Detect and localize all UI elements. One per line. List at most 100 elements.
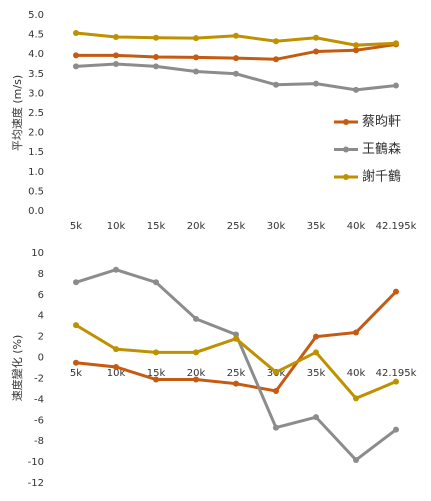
point [153,349,159,356]
point [393,82,399,89]
y-axis-label: 速度變化 (%) [10,335,24,402]
point [113,61,119,67]
point [233,70,239,77]
x-tick-label: 30k [267,221,286,232]
y-tick-label: 2 [38,332,44,343]
point [313,34,319,41]
y-tick-label: -8 [34,436,44,447]
x-tick-label: 20k [187,368,206,379]
point [113,266,119,273]
y-tick-label: 10 [31,248,44,259]
point [153,279,159,286]
y-tick-label: 8 [38,269,44,280]
y-axis-label: 平均速度 (m/s) [10,75,24,151]
x-tick-label: 5k [70,368,82,379]
x-tick-label: 40k [347,221,366,232]
point [273,369,279,376]
point [193,35,199,42]
point [273,56,279,63]
point [193,54,199,61]
point [73,52,79,59]
x-tick-label: 42.195k [376,368,417,379]
point [193,349,199,356]
point [353,47,359,54]
y-tick-label: 4.0 [28,49,44,60]
point [273,388,279,394]
point [233,335,239,342]
point [393,426,399,433]
y-tick-label: -10 [28,457,44,468]
y-tick-label: 1.0 [28,167,44,178]
point [233,55,239,62]
point [153,63,159,70]
y-tick-label: 2.5 [28,108,44,119]
point [73,30,79,37]
point [353,395,359,402]
y-tick-label: 0.5 [28,186,44,197]
y-tick-label: 5.0 [28,10,44,21]
x-tick-label: 15k [147,221,166,232]
x-tick-label: 10k [107,368,126,379]
point [73,359,79,366]
point [273,38,279,45]
point [313,414,319,421]
legend-marker [343,174,349,180]
y-tick-label: 6 [38,290,44,301]
legend-label: 蔡昀軒 [362,115,401,130]
y-tick-label: -4 [34,394,44,405]
point [233,32,239,39]
point [153,34,159,41]
point [273,424,279,431]
point [193,68,199,75]
x-tick-label: 25k [227,368,246,379]
x-tick-label: 35k [307,221,326,232]
point [113,52,119,59]
y-tick-label: 0 [38,353,44,364]
y-tick-label: -6 [34,415,44,426]
x-tick-label: 35k [307,368,326,379]
point [353,329,359,336]
point [233,380,239,387]
point [353,457,359,463]
point [73,63,79,70]
point [73,322,79,329]
y-tick-label: -12 [28,478,44,489]
point [193,315,199,322]
point [273,81,279,88]
x-tick-label: 10k [107,221,126,232]
point [113,346,119,353]
point [153,376,159,383]
y-tick-label: 0.0 [28,206,44,217]
y-tick-label: 1.5 [28,147,44,158]
x-tick-label: 20k [187,221,206,232]
x-tick-label: 42.195k [376,221,417,232]
point [393,378,399,385]
point [313,48,319,55]
y-tick-label: 3.0 [28,88,44,99]
point [113,33,119,40]
x-tick-label: 40k [347,368,366,379]
point [113,363,119,370]
point [193,376,199,383]
legend-marker [343,146,349,153]
x-tick-label: 15k [147,368,166,379]
y-tick-label: 3.5 [28,69,44,80]
point [313,80,319,87]
line [75,268,397,463]
x-tick-label: 25k [227,221,246,232]
legend-label: 謝千鶴 [362,169,401,185]
point [353,42,359,49]
point [233,331,239,338]
point [393,40,399,47]
y-tick-label: 4 [38,311,44,322]
point [313,349,319,356]
point [73,279,79,286]
point [313,333,319,340]
legend-label: 王鶴森 [362,141,401,157]
legend-marker [343,119,349,125]
line [75,62,397,92]
y-tick-label: 2.0 [28,128,44,139]
y-tick-label: -2 [34,373,44,384]
y-tick-label: 4.5 [28,30,44,41]
